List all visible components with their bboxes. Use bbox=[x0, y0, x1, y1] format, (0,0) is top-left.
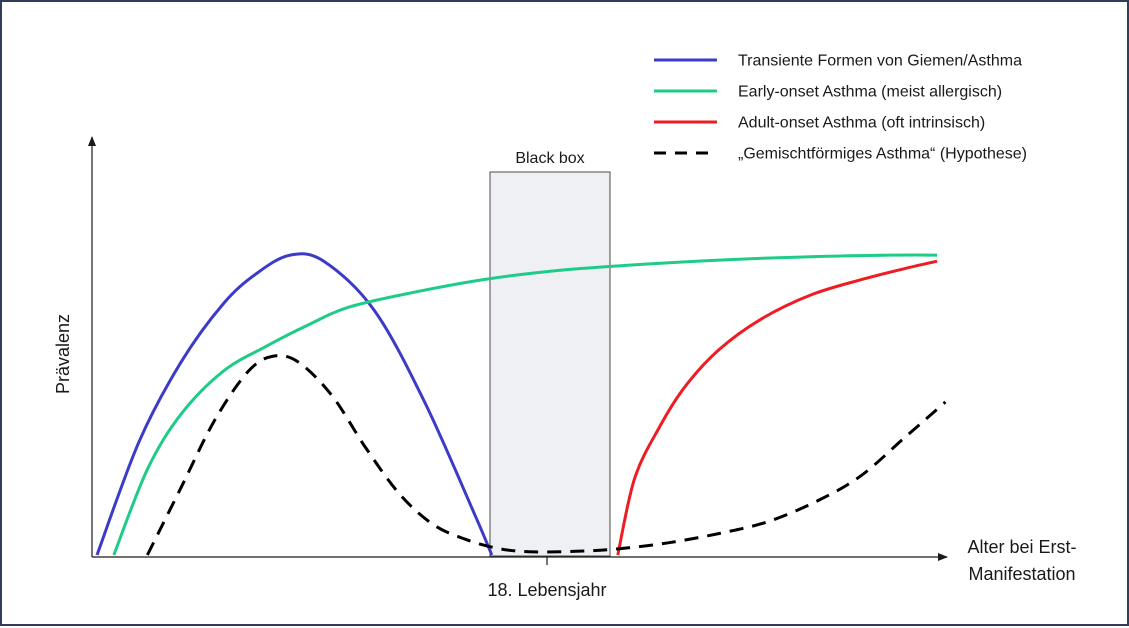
x-tick-label: 18. Lebensjahr bbox=[487, 580, 606, 600]
series-line-4 bbox=[146, 353, 947, 556]
legend-label-2: Early-onset Asthma (meist allergisch) bbox=[738, 84, 1002, 101]
series-line-3 bbox=[616, 259, 938, 556]
series-layer bbox=[95, 252, 947, 556]
series-line-1 bbox=[95, 252, 494, 556]
y-axis-title: Prävalenz bbox=[53, 314, 73, 394]
legend: Transiente Formen von Giemen/Asthma Early… bbox=[654, 53, 1027, 163]
legend-label-4: „Gemischtförmiges Asthma“ (Hypothese) bbox=[738, 146, 1027, 163]
black-box-label: Black box bbox=[515, 150, 584, 167]
legend-label-1: Transiente Formen von Giemen/Asthma bbox=[738, 53, 1022, 70]
legend-label-3: Adult-onset Asthma (oft intrinsisch) bbox=[738, 115, 985, 132]
x-axis-title-line-2: Manifestation bbox=[968, 564, 1075, 584]
x-axis-title-line-1: Alter bei Erst- bbox=[967, 537, 1076, 557]
series-line-2 bbox=[112, 253, 938, 556]
black-box-region bbox=[489, 171, 611, 557]
